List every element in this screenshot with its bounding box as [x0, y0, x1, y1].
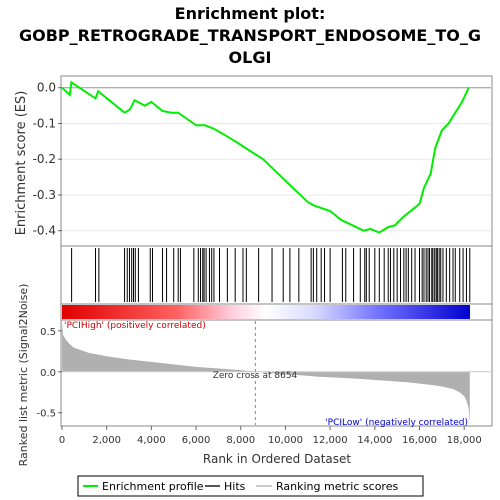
- chart-title-line1: Enrichment plot:: [175, 4, 326, 23]
- negative-correlation-label: 'PCILow' (negatively correlated): [325, 418, 468, 428]
- ranking-metric-area: [62, 322, 470, 423]
- x-tick-label: 14,000: [357, 435, 392, 446]
- x-tick-label: 16,000: [402, 435, 437, 446]
- hits-panel: [60, 245, 493, 305]
- ranking-color-bar: [62, 305, 470, 319]
- x-tick-label: 4,000: [137, 435, 166, 446]
- zero-cross-label: Zero cross at 8654: [213, 371, 298, 381]
- metric-y-tick-label: -0.5: [36, 409, 56, 420]
- x-tick-label: 8,000: [226, 435, 255, 446]
- enrichment-profile-line: [61, 80, 470, 234]
- es-y-tick-label: -0.4: [33, 224, 56, 238]
- x-tick-label: 18,000: [447, 435, 482, 446]
- es-y-tick-label: -0.2: [33, 152, 56, 166]
- x-tick-label: 2,000: [92, 435, 121, 446]
- es-gridlines: [62, 87, 491, 232]
- es-y-tick-label: -0.3: [33, 188, 56, 202]
- metric-y-ticks: 0.5 0.0 -0.5: [36, 327, 62, 420]
- es-y-ticks: 0.0 -0.1 -0.2 -0.3 -0.4: [33, 81, 62, 238]
- es-panel: [60, 75, 493, 247]
- x-tick-label: 0: [59, 435, 65, 446]
- positive-correlation-label: 'PCIHigh' (positively correlated): [64, 321, 206, 331]
- metric-y-tick-label: 0.5: [40, 327, 56, 338]
- x-axis-title: Rank in Ordered Dataset: [203, 452, 351, 466]
- metric-y-axis-title: Ranked list metric (Signal2Noise): [17, 284, 30, 467]
- legend-profile-label: Enrichment profile: [102, 480, 204, 493]
- legend-box: [77, 475, 424, 497]
- es-y-tick-label: 0.0: [37, 81, 56, 95]
- x-tick-label: 6,000: [182, 435, 211, 446]
- legend-ranking-label: Ranking metric scores: [276, 480, 398, 493]
- x-axis-ticks: 0 2,000 4,000 6,000 8,000 10,000 12,000 14,000 1…: [59, 426, 482, 446]
- legend-hits-label: Hits: [224, 480, 246, 493]
- es-y-tick-label: -0.1: [33, 116, 56, 130]
- chart-title-line2: GOBP_RETROGRADE_TRANSPORT_ENDOSOME_TO_G: [19, 26, 481, 45]
- x-tick-label: 10,000: [268, 435, 303, 446]
- x-tick-label: 12,000: [313, 435, 348, 446]
- metric-y-tick-label: 0.0: [40, 368, 56, 379]
- chart-title-line3: OLGI: [229, 48, 272, 67]
- hit-markers: [71, 248, 471, 302]
- es-y-axis-title: Enrichment score (ES): [14, 91, 29, 236]
